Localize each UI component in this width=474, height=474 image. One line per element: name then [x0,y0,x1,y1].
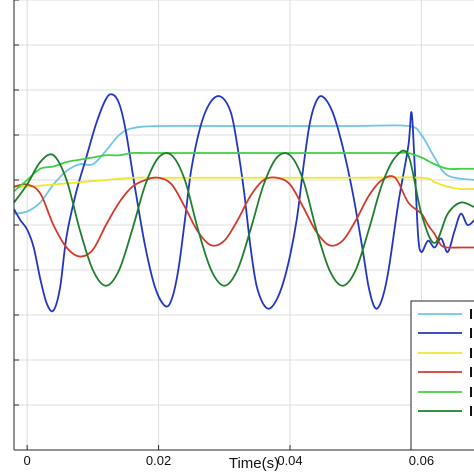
y-ticks [14,0,19,451]
series-line-6 [13,149,474,287]
legend-entries [418,309,472,416]
legend-text-glyph [470,387,472,397]
legend [410,300,474,451]
series-line-2 [13,93,474,313]
x-tick-label: 0.04 [277,453,302,468]
x-axis-label: Time(s) [229,455,279,472]
legend-text-glyph [470,328,472,338]
legend-box [410,300,474,451]
legend-text-glyph [470,348,472,358]
legend-text-glyph [470,309,472,319]
legend-text-glyph [470,367,472,377]
x-tick-labels: 0 0.02 0.04 0.06 [24,453,435,468]
legend-text-glyph [470,406,472,416]
series-lines [13,93,474,313]
x-tick-label: 0.06 [409,453,434,468]
x-tick-label: 0 [24,453,31,468]
series-line-5 [13,151,474,192]
x-tick-label: 0.02 [146,453,171,468]
series-line-3 [13,176,474,191]
